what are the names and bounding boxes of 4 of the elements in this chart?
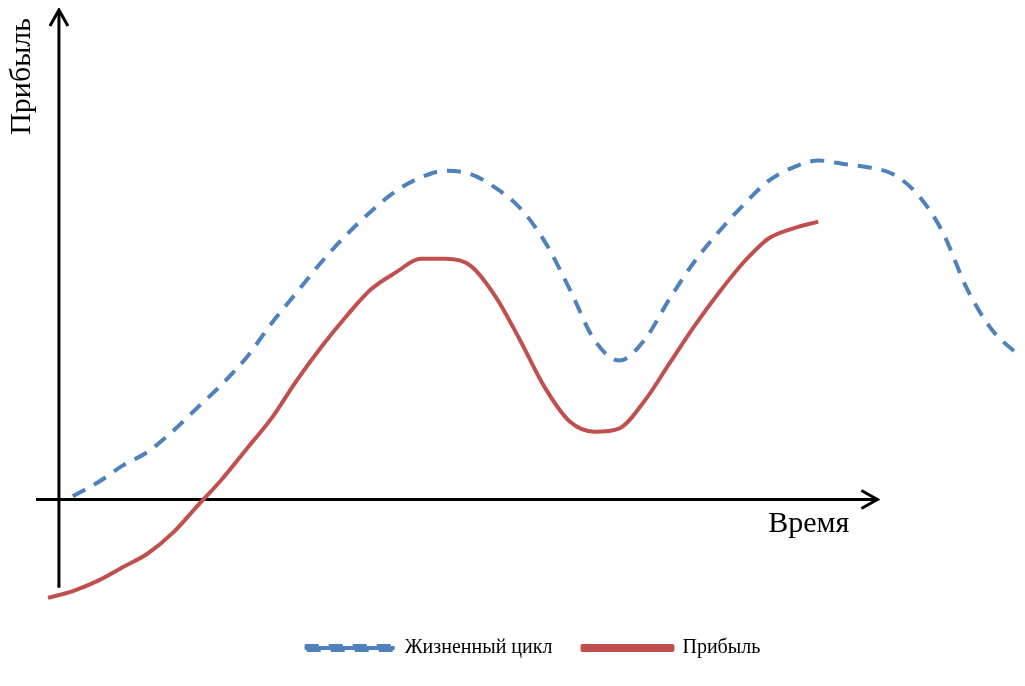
legend-label: Прибыль [682,635,761,659]
x-axis-title: Время [768,505,850,539]
legend-label: Жизненный цикл [404,635,553,659]
y-axis-title: Прибыль [2,18,36,135]
